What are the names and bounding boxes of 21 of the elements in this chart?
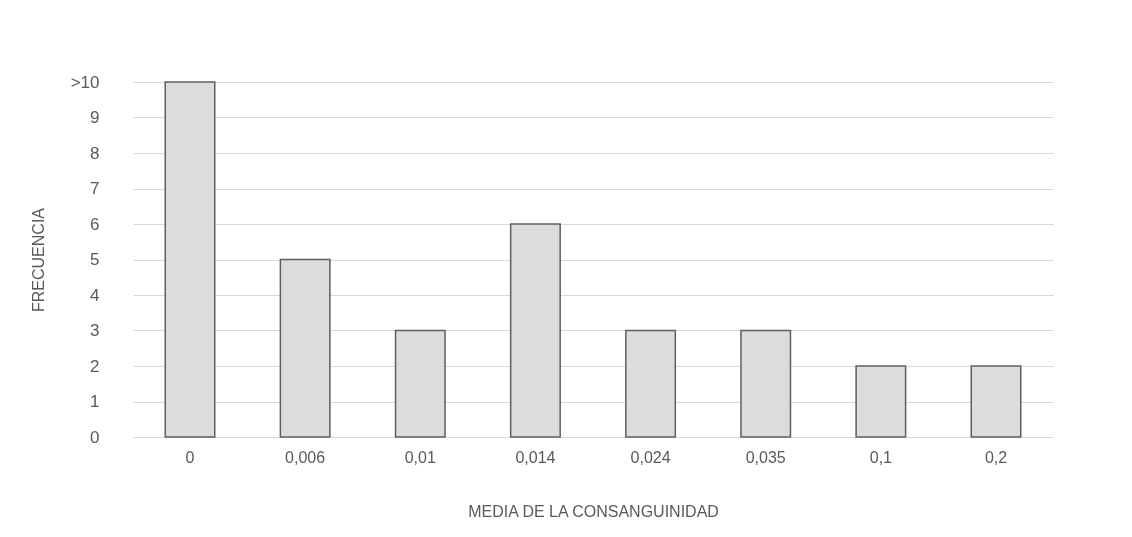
y-tick-label: 0	[90, 427, 100, 447]
y-tick-label: 9	[90, 108, 100, 127]
x-tick-label: 0,006	[285, 448, 326, 466]
y-tick-label: 3	[90, 321, 100, 340]
x-tick-label: 0,035	[745, 448, 786, 466]
x-tick-label: 0	[185, 448, 195, 466]
y-tick-label: 5	[90, 250, 100, 269]
y-tick-label: >10	[70, 72, 100, 92]
y-tick-label: 1	[90, 392, 100, 411]
x-tick-label: 0,024	[630, 448, 671, 466]
y-tick-label: 6	[90, 214, 100, 234]
x-tick-label: 0,01	[404, 448, 436, 466]
x-tick-label: 0,014	[515, 448, 556, 466]
y-tick-label: 8	[90, 143, 100, 163]
y-tick-label: 2	[90, 356, 100, 376]
x-axis-title: MEDIA DE LA CONSANGUINIDAD	[468, 502, 719, 520]
x-tick-label: 0,1	[869, 448, 893, 466]
y-tick-label: 4	[90, 285, 100, 305]
y-tick-label: 7	[90, 179, 100, 198]
y-axis-title: FRECUENCIA	[29, 207, 47, 313]
x-tick-label: 0,2	[984, 448, 1008, 466]
